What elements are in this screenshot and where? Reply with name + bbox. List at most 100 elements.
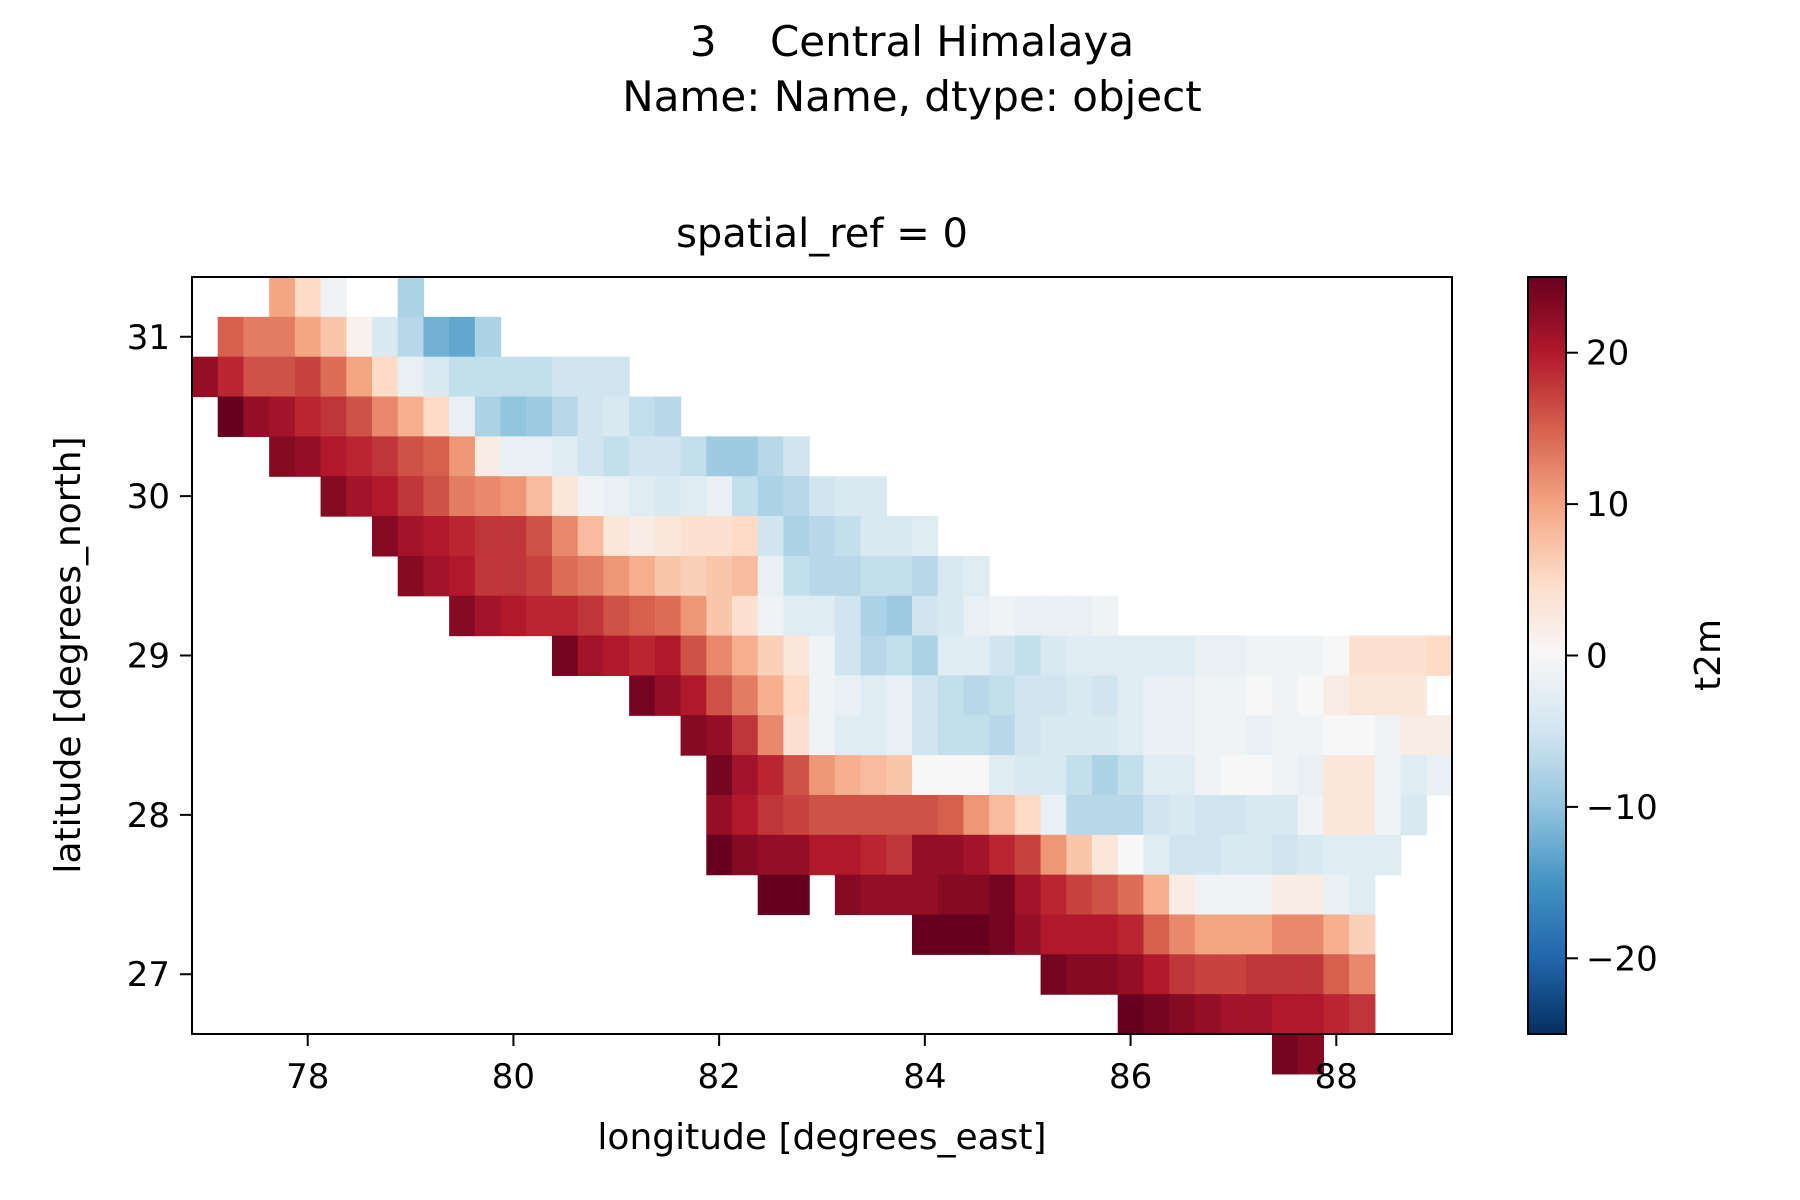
heatmap-cell (1323, 755, 1350, 796)
heatmap-cell (783, 635, 810, 677)
heatmap-cell (1272, 794, 1299, 836)
heatmap-cell (1066, 595, 1093, 637)
heatmap-cell (1092, 954, 1119, 995)
heatmap-cell (1400, 715, 1427, 756)
heatmap-cell (1194, 954, 1222, 995)
heatmap-cell (783, 595, 810, 637)
heatmap-cell (1220, 635, 1247, 677)
heatmap-cell (680, 516, 707, 557)
heatmap-cell (269, 436, 296, 477)
heatmap-cell (577, 476, 605, 517)
heatmap-cell (834, 516, 862, 557)
heatmap-cell (860, 715, 887, 756)
heatmap-cell (654, 595, 682, 637)
heatmap-cell (706, 834, 733, 876)
heatmap-cell (474, 316, 502, 358)
heatmap-cell (732, 635, 759, 677)
heatmap-cell (526, 396, 553, 437)
heatmap-cell (680, 675, 707, 716)
heatmap-cell (1194, 755, 1222, 796)
heatmap-cell (1400, 635, 1427, 677)
heatmap-cell (500, 396, 527, 437)
heatmap-cell (474, 595, 502, 637)
heatmap-cell (834, 595, 862, 637)
heatmap-cell (423, 555, 450, 597)
heatmap-cell (1272, 834, 1299, 876)
heatmap-cell (963, 635, 990, 677)
heatmap-cell (1194, 874, 1222, 916)
heatmap-cell (1323, 635, 1350, 677)
heatmap-cell (474, 516, 502, 557)
heatmap-cell (1400, 794, 1427, 836)
heatmap-cell (423, 356, 450, 398)
heatmap-cell (809, 755, 836, 796)
heatmap-cell (732, 595, 759, 637)
x-axis-ticks: 78 80 82 84 86 88 (286, 1034, 1358, 1097)
heatmap-cell (757, 476, 785, 517)
heatmap-cell (1246, 675, 1273, 716)
heatmap-cell (732, 834, 759, 876)
heatmap-cell (1323, 874, 1350, 916)
heatmap-cell (1169, 635, 1196, 677)
heatmap-cell (320, 316, 347, 358)
x-tick-label: 84 (903, 1057, 946, 1097)
heatmap-cell (1040, 595, 1067, 637)
heatmap-cell (603, 476, 630, 517)
heatmap-cell (912, 675, 939, 716)
heatmap-cell (1349, 874, 1376, 916)
heatmap-cell (474, 436, 502, 477)
heatmap-cell (1143, 874, 1170, 916)
heatmap-cell (269, 316, 296, 358)
heatmap-cell (294, 277, 322, 318)
heatmap-cell (1143, 914, 1170, 955)
heatmap-cell (963, 834, 990, 876)
heatmap-cell (1220, 914, 1247, 955)
heatmap-cell (1297, 874, 1325, 916)
heatmap-cell (912, 914, 939, 955)
heatmap-cell (1297, 954, 1325, 995)
heatmap-cell (886, 834, 913, 876)
heatmap-cell (834, 555, 862, 597)
heatmap-cell (937, 834, 965, 876)
heatmap-cell (937, 555, 965, 597)
y-tick-label: 29 (127, 637, 170, 677)
heatmap-cell (834, 874, 862, 916)
heatmap-cell (1374, 635, 1402, 677)
heatmap-cell (1117, 994, 1145, 1035)
heatmap-cell (809, 516, 836, 557)
heatmap-cell (526, 595, 553, 637)
heatmap-cell (372, 396, 399, 437)
heatmap-cell (937, 715, 965, 756)
heatmap-cell (1194, 914, 1222, 955)
heatmap-cell (809, 675, 836, 716)
colorbar-tick-label: 0 (1586, 637, 1608, 677)
heatmap-cell (963, 675, 990, 716)
heatmap-cell (397, 476, 425, 517)
heatmap-cell (1117, 794, 1145, 836)
heatmap-cell (1117, 874, 1145, 916)
heatmap-cell (1194, 794, 1222, 836)
heatmap-cell (963, 555, 990, 597)
y-tick-label: 30 (127, 477, 170, 517)
heatmap-cell (1014, 595, 1042, 637)
heatmap-cell (963, 715, 990, 756)
heatmap-cell (243, 356, 270, 398)
heatmap-cell (989, 794, 1016, 836)
heatmap-cell (629, 436, 656, 477)
colorbar (1527, 276, 1567, 1035)
colorbar-tick-label: 20 (1586, 334, 1629, 374)
heatmap-cell (989, 595, 1016, 637)
heatmap-cell (629, 396, 656, 437)
colorbar-tick-label: −10 (1586, 788, 1658, 828)
heatmap-cell (680, 436, 707, 477)
heatmap-plot-area (192, 277, 1453, 1075)
colorbar-ticks: −20 −10 0 10 20 (1566, 334, 1658, 979)
heatmap-cell (1272, 994, 1299, 1035)
heatmap-cell (732, 555, 759, 597)
heatmap-cell (294, 436, 322, 477)
heatmap-cell (654, 436, 682, 477)
heatmap-cell (397, 316, 425, 358)
heatmap-cell (1194, 715, 1222, 756)
heatmap-cell (552, 555, 579, 597)
heatmap-cell (989, 834, 1016, 876)
